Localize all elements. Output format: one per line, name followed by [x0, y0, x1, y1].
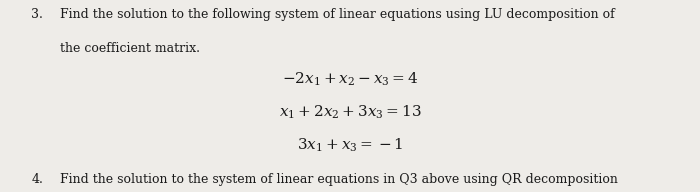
Text: 4.: 4. [32, 173, 43, 186]
Text: Find the solution to the following system of linear equations using LU decomposi: Find the solution to the following syste… [60, 8, 615, 21]
Text: 3.: 3. [32, 8, 43, 21]
Text: Find the solution to the system of linear equations in Q3 above using QR decompo: Find the solution to the system of linea… [60, 173, 617, 186]
Text: $3x_1 + x_3 = -1$: $3x_1 + x_3 = -1$ [297, 136, 403, 154]
Text: $-2x_1 + x_2 - x_3 = 4$: $-2x_1 + x_2 - x_3 = 4$ [281, 71, 419, 89]
Text: $x_1 + 2x_2 + 3x_3 = 13$: $x_1 + 2x_2 + 3x_3 = 13$ [279, 104, 421, 121]
Text: the coefficient matrix.: the coefficient matrix. [60, 42, 199, 55]
